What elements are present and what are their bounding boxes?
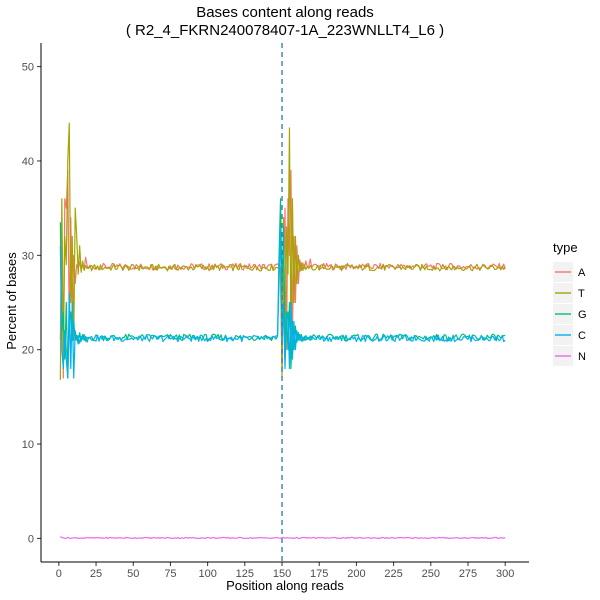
axes — [40, 43, 529, 563]
legend-label: A — [578, 267, 586, 279]
x-tick-label: 200 — [347, 568, 365, 580]
legend-label: N — [578, 351, 586, 363]
legend-item-t: T — [553, 283, 585, 303]
legend-item-a: A — [553, 262, 586, 282]
y-tick-label: 40 — [22, 156, 34, 168]
x-tick-label: 225 — [384, 568, 402, 580]
axis-ticks: 0 25 50 75 100 125 150 175 200 225 250 275 300 0 10 20 3… — [22, 62, 515, 580]
x-tick-label: 175 — [310, 568, 328, 580]
x-tick-label: 275 — [459, 568, 477, 580]
y-tick-label: 20 — [22, 345, 34, 357]
x-tick-label: 50 — [127, 568, 139, 580]
y-tick-label: 50 — [22, 62, 34, 74]
series-line-t — [59, 122, 506, 380]
x-tick-label: 125 — [236, 568, 254, 580]
x-tick-label: 100 — [198, 568, 216, 580]
y-axis-title: Percent of bases — [4, 252, 19, 350]
legend-item-c: C — [553, 325, 586, 345]
x-axis-title: Position along reads — [226, 578, 344, 593]
y-tick-label: 30 — [22, 250, 34, 262]
series-line-c — [59, 226, 506, 379]
x-tick-label: 75 — [164, 568, 176, 580]
legend-title: type — [553, 240, 578, 255]
x-tick-label: 300 — [496, 568, 514, 580]
legend-label: G — [578, 309, 587, 321]
x-tick-label: 250 — [422, 568, 440, 580]
legend-item-g: G — [553, 304, 587, 324]
y-tick-label: 10 — [22, 439, 34, 451]
y-tick-label: 0 — [28, 533, 34, 545]
legend-item-n: N — [553, 346, 586, 366]
legend-label: T — [578, 288, 585, 300]
chart-title: Bases content along reads — [196, 4, 374, 21]
series-lines — [59, 43, 506, 562]
x-tick-label: 25 — [90, 568, 102, 580]
x-tick-label: 0 — [56, 568, 62, 580]
legend-label: C — [578, 330, 586, 342]
x-tick-label: 150 — [273, 568, 291, 580]
series-line-n — [60, 536, 506, 540]
chart-subtitle: ( R2_4_FKRN240078407-1A_223WNLLT4_L6 ) — [126, 22, 444, 39]
